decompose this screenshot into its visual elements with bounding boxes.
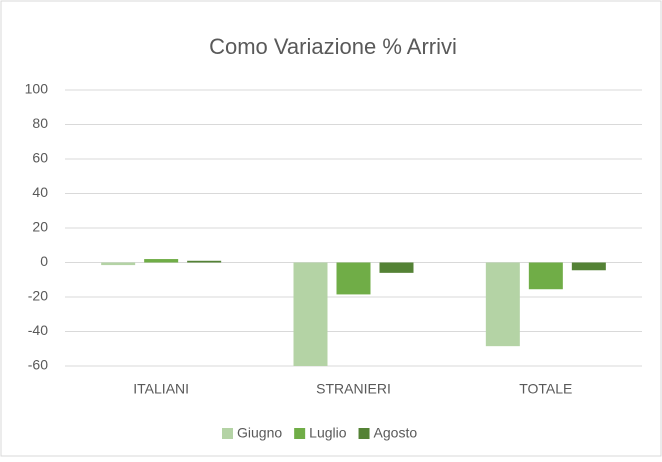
bar [336, 262, 371, 295]
x-tick-label: ITALIANI [133, 381, 189, 397]
y-tick-label: 100 [25, 81, 49, 97]
bar [571, 262, 606, 271]
bar [101, 262, 136, 266]
bar [379, 262, 414, 273]
y-tick-label: -20 [28, 288, 48, 304]
x-tick-label: STRANIERI [316, 381, 391, 397]
legend-label: Luglio [309, 425, 347, 441]
bar [187, 260, 222, 263]
y-tick-label: 40 [32, 184, 48, 200]
bar [293, 262, 328, 366]
legend-swatch [358, 428, 370, 439]
y-tick-label: 60 [32, 150, 48, 166]
y-tick-label: -60 [28, 357, 48, 373]
y-tick-label: 80 [32, 115, 48, 131]
legend-swatch [294, 428, 306, 439]
chart-title: Como Variazione % Arrivi [209, 34, 457, 59]
legend-label: Agosto [374, 425, 418, 441]
y-tick-label: 0 [40, 253, 48, 269]
bar [144, 259, 179, 263]
legend-swatch [222, 428, 233, 439]
y-tick-label: 20 [32, 219, 48, 235]
bar [485, 262, 520, 347]
x-tick-label: TOTALE [519, 381, 572, 397]
legend-label: Giugno [237, 425, 282, 441]
bar [528, 262, 563, 290]
y-tick-label: -40 [28, 322, 48, 338]
